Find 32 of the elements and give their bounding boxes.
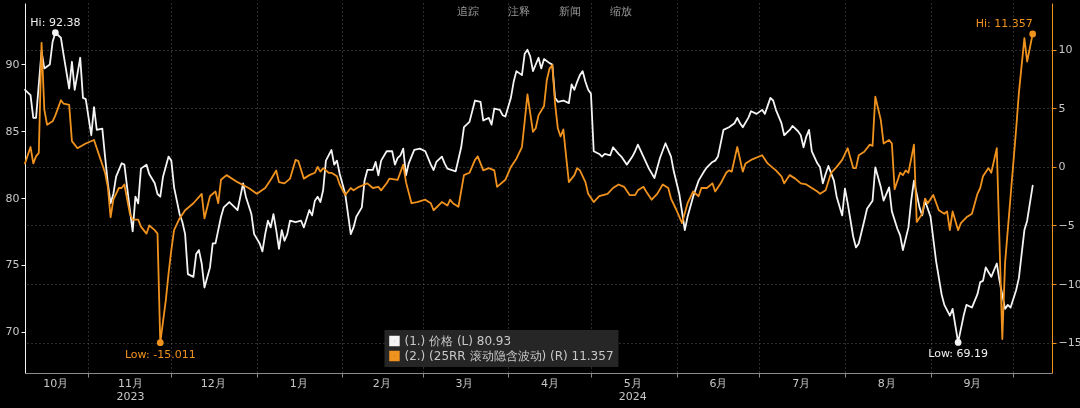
x-tick-label: 9月 [963,376,982,390]
x-tick-label: 3月 [455,376,474,390]
x-tick-label: 5月 2024 [618,376,647,403]
y-tick-label: 90 [5,57,20,71]
annotation: 新闻 [559,5,582,18]
annotation: 注释 [508,5,531,18]
x-tick-label: 6月 [709,376,728,390]
x-tick-label: 4月 [541,376,560,390]
annotation: 追踪 [457,5,480,18]
data-label: Low: 69.19 [928,347,989,361]
x-tick-label: 7月 [792,376,811,390]
x-tick-label: 11月 2023 [116,376,145,403]
y2-tick-label: 5 [1058,101,1066,115]
y2-tick-label: 0 [1058,160,1066,174]
y2-tick-label: 10 [1058,43,1073,57]
y-tick-label: 80 [5,191,20,205]
x-tick-label: 1月 [289,376,308,390]
y2-tick-label: −15 [1058,336,1080,350]
data-label: Hi: 11.357 [975,16,1033,30]
x-tick-label: 2月 [372,376,391,390]
x-tick-label: 8月 [877,376,896,390]
legend-label: (2.) (25RR 滚动隐含波动) (R) 11.357 [404,349,614,363]
legend-label: (1.) 价格 (L) 80.93 [404,334,512,348]
y-tick-label: 75 [5,258,20,272]
data-label: Hi: 92.38 [30,15,81,29]
x-tick-label: 12月 [200,376,226,390]
y-tick-label: 85 [5,124,20,138]
data-label: Low: -15.011 [124,347,196,361]
x-tick-label: 10月 [43,376,69,390]
y2-tick-label: −5 [1058,218,1075,232]
y-tick-label: 70 [5,325,20,339]
annotation: 缩放 [610,5,633,18]
